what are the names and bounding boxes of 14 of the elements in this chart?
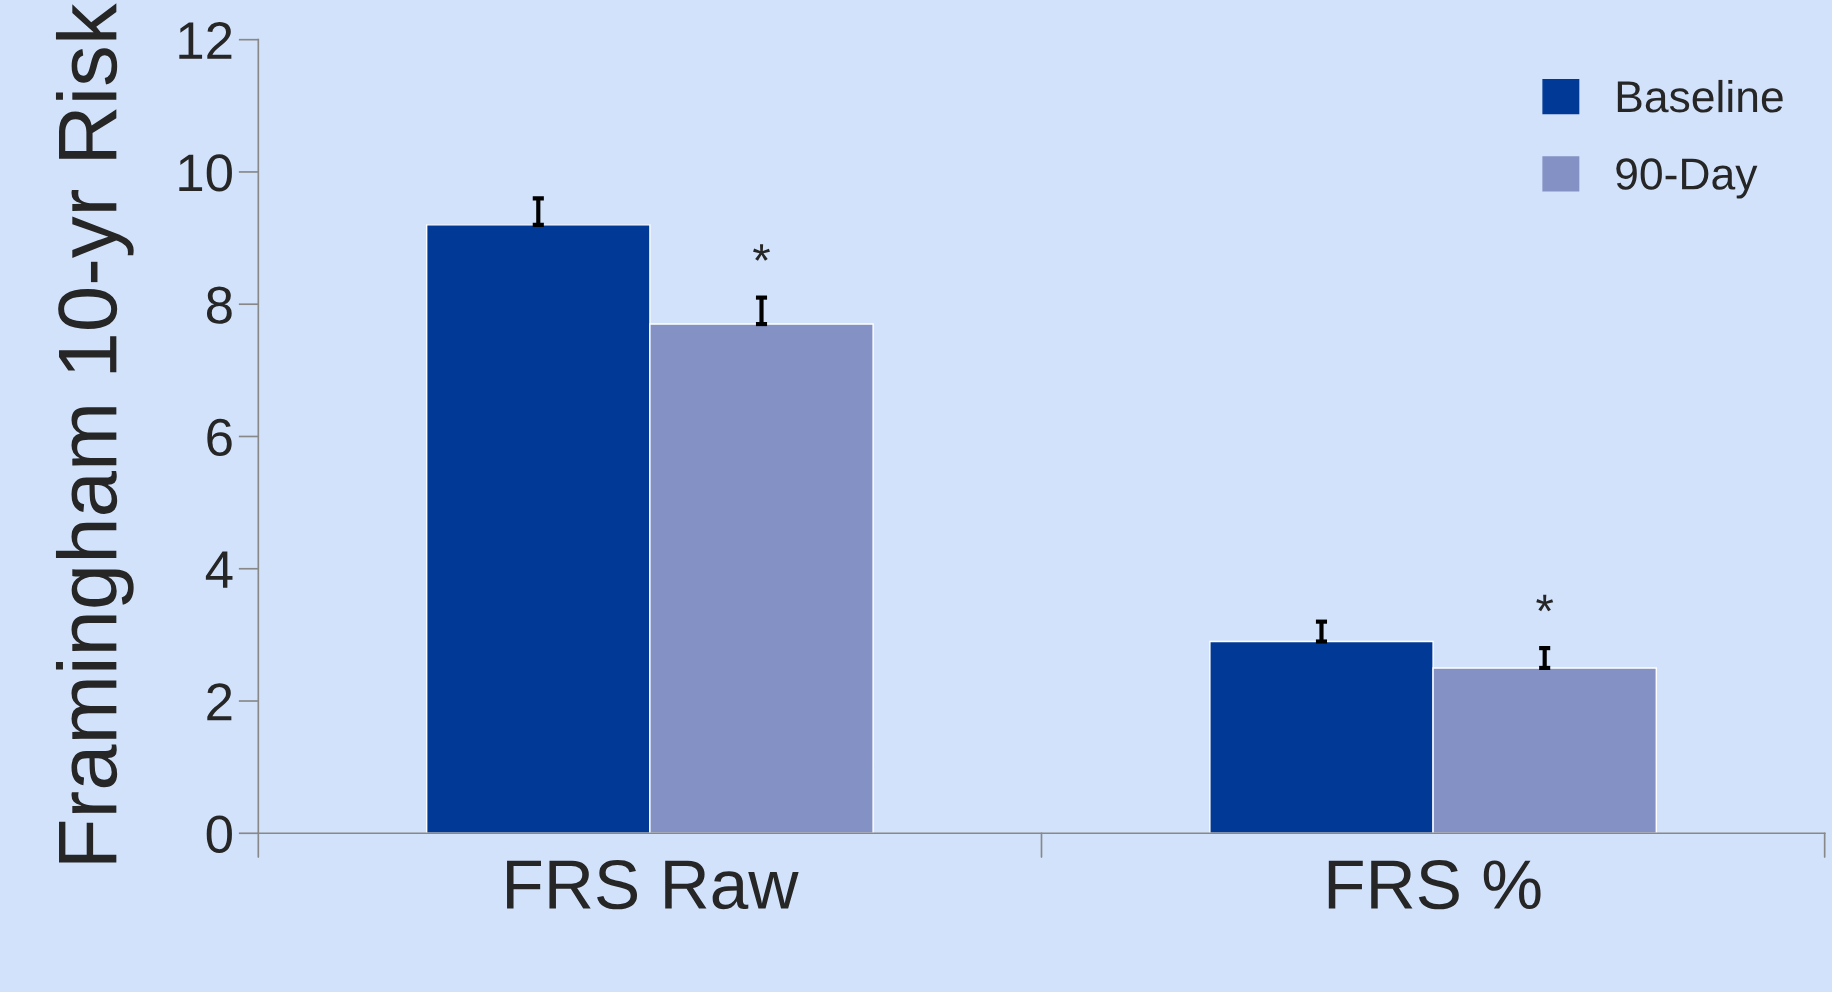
x-tick-label: FRS % — [1328, 860, 1541, 910]
legend-label: Baseline — [1617, 79, 1783, 113]
annotation: * — [753, 244, 770, 261]
y-tick-label: 4 — [205, 551, 233, 588]
y-axis-title: Framingham 10-yr Risk — [55, 3, 134, 863]
y-tick-label: 2 — [207, 683, 232, 721]
y-tick-label: 8 — [206, 286, 232, 324]
legend-label: 90-Day — [1616, 158, 1758, 199]
y-tick-label: 0 — [206, 815, 232, 853]
y-tick-label: 10 — [179, 154, 232, 192]
x-tick-label: FRS Raw — [507, 860, 799, 910]
annotation: * — [1536, 594, 1554, 612]
y-tick-label: 12 — [179, 21, 232, 59]
y-tick-label: 6 — [207, 418, 232, 457]
